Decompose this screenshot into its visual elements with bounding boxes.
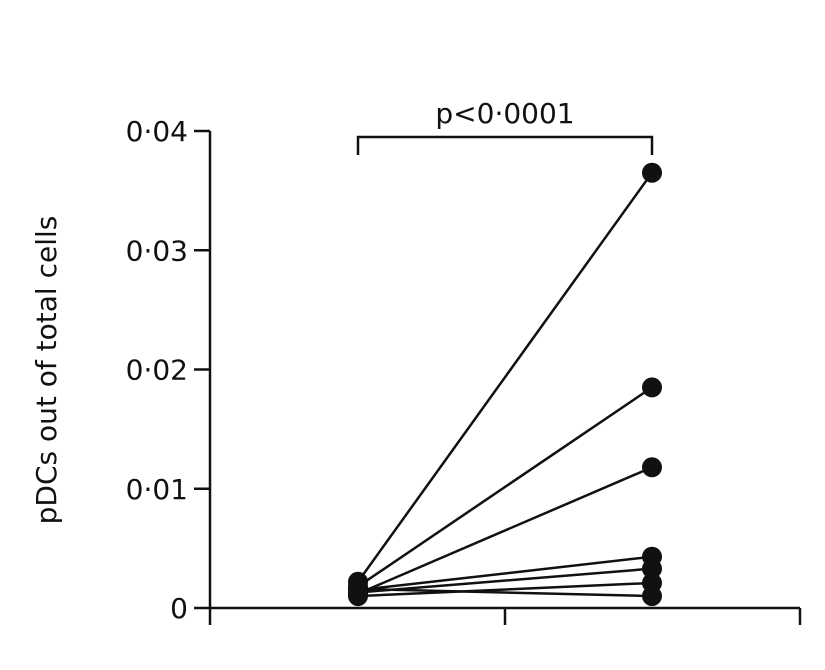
y-tick-label: 0·01 [126, 473, 188, 506]
series-pair [348, 578, 662, 607]
series-line [357, 555, 653, 592]
data-point [348, 578, 368, 599]
series-line [356, 172, 654, 583]
significance-bracket [356, 135, 654, 155]
data-point [642, 558, 662, 579]
series-line [357, 581, 653, 598]
data-point [642, 162, 662, 183]
series-line [357, 466, 653, 595]
y-tick-label: 0 [170, 592, 188, 625]
series-pair [348, 162, 662, 592]
y-tick-label: 0·03 [126, 234, 188, 267]
series-line [357, 386, 653, 588]
series-line [357, 567, 653, 594]
significance-annotation: p<0·0001 [356, 97, 654, 155]
data-point [642, 457, 662, 478]
y-axis-title: pDCs out of total cells [30, 216, 63, 525]
series-line [357, 587, 653, 598]
data-point [642, 586, 662, 607]
y-tick-label: 0·04 [126, 115, 188, 148]
y-tick-label: 0·02 [126, 354, 188, 387]
series-layer [348, 162, 662, 607]
axes: 0 0·01 0·02 0·03 0·04 [126, 115, 802, 625]
data-point [642, 377, 662, 398]
series-pair [348, 377, 662, 597]
p-value-label: p<0·0001 [435, 97, 574, 130]
